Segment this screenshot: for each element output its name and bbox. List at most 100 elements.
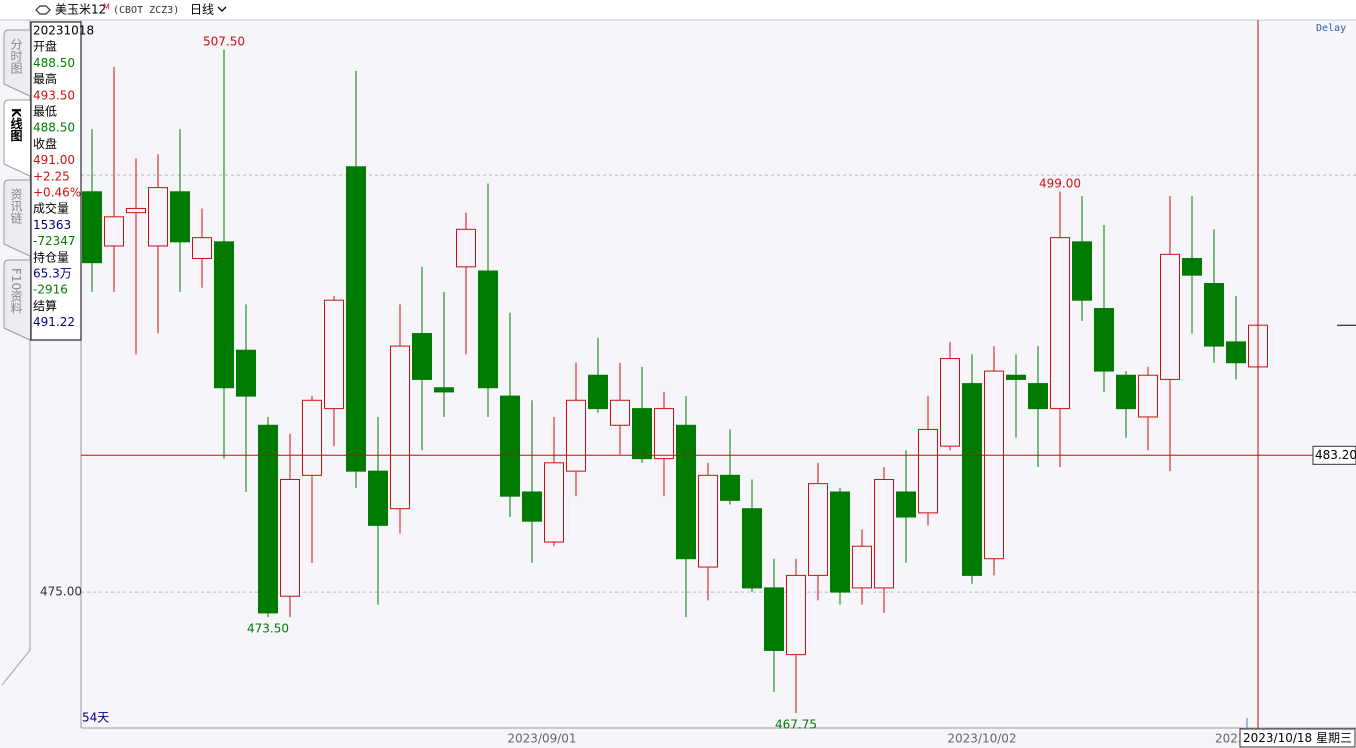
candle-body [258,424,278,614]
x-tick-label-partial: 2023 [1215,732,1246,746]
candle-body [940,358,960,447]
candle-body [148,187,168,247]
y-tick-label: 475.00 [40,585,82,599]
x-tick-label: 2023/10/02 [947,732,1016,746]
candle-body [126,207,146,214]
candle-body [544,462,564,543]
info-line: 最高 [33,71,57,86]
candle-body [566,399,586,472]
candle-body [632,408,652,460]
candle-body [610,399,630,426]
candle-body [456,228,476,268]
high-label: 507.50 [203,35,245,49]
symbol-badge: M [103,3,110,12]
candle-body [1072,241,1092,301]
info-line: 491.00 [33,153,75,167]
info-panel [30,21,82,341]
candle-body [676,424,696,560]
tab-label[interactable]: K线图 [9,108,23,142]
candle-body [390,345,410,510]
info-line: +2.25 [33,169,70,183]
info-line: 开盘 [33,39,57,54]
crosshair-price: 483.20 [1315,448,1356,462]
tab-label[interactable]: 分时图 [9,38,23,74]
candle-body [1006,374,1026,380]
candle-body [170,191,190,243]
candle-body [1182,258,1202,276]
info-line: 最低 [33,105,57,119]
candle-body [500,395,520,497]
candle-body [1094,308,1114,372]
candle-body [522,491,542,522]
candle-body [236,349,256,397]
low-label: 467.75 [775,717,817,731]
symbol-name[interactable]: 美玉米12 [55,3,106,17]
candle-body [896,491,916,518]
info-line: 65.3万 [33,267,72,281]
info-line: 结算 [33,298,57,313]
candle-body [1204,283,1224,347]
info-line: 488.50 [33,121,75,135]
candle-body [654,408,674,460]
info-lines: 20231018开盘488.50最高493.50最低488.50收盘491.00… [33,24,94,330]
overlay: 2023 507.50 473.50 467.75 499.00 2023/09/01 20… [81,20,1356,748]
info-line: 493.50 [33,88,75,102]
period-selector[interactable]: 日线 [190,3,214,17]
candle-body [478,270,498,389]
tab[interactable] [3,99,31,177]
high-label: 499.00 [1039,176,1081,190]
candle-body [1160,253,1180,380]
candle-body [412,333,432,380]
info-line: -2916 [33,283,68,297]
candle-body [918,428,938,514]
tab[interactable] [3,259,31,341]
candle-body [1226,341,1246,364]
crosshair-date-box [1239,728,1356,748]
info-line: 收盘 [33,136,57,151]
candle-body [1116,374,1136,410]
candle-body [302,399,322,476]
candle-body [984,370,1004,560]
candle-body [852,545,872,589]
crosshair-date: 2023/10/18 星期三 [1243,731,1352,745]
candle-body [324,299,344,410]
info-line: 20231018 [33,24,94,38]
candle-body [698,474,718,568]
candle-body [368,470,388,526]
candle-body [874,478,894,589]
candle-body [1028,383,1048,410]
candle-body [104,216,124,247]
candle-body [786,574,806,656]
low-label: 473.50 [247,622,289,636]
candle-body [280,478,300,597]
candle-body [214,241,234,389]
candle-body [830,491,850,593]
x-tick-label: 2023/09/01 [507,732,576,746]
tab[interactable] [3,29,31,97]
candle-body [588,374,608,410]
candle-body [434,387,454,393]
info-line: 持仓量 [33,249,69,264]
top-bar [0,0,1356,20]
tab[interactable] [3,179,31,257]
candle-body [742,508,762,589]
info-line: 488.50 [33,56,75,70]
crosshair-price-box [1312,445,1356,465]
candle-body [346,166,366,472]
info-line: 成交量 [33,201,69,216]
candle-body [808,483,828,576]
period-count: 54天 [82,711,109,725]
candle-body [764,587,784,651]
info-line: -72347 [33,234,76,248]
info-line: +0.46% [33,186,81,200]
symbol-code: (CBOT ZCZ3) [113,5,179,16]
symbol-icon[interactable] [35,5,51,15]
tab-label[interactable]: F10资料 [9,268,23,314]
tab-label[interactable]: 资讯链 [9,188,23,224]
period-chevron[interactable] [217,6,227,12]
candle-body [192,237,212,260]
